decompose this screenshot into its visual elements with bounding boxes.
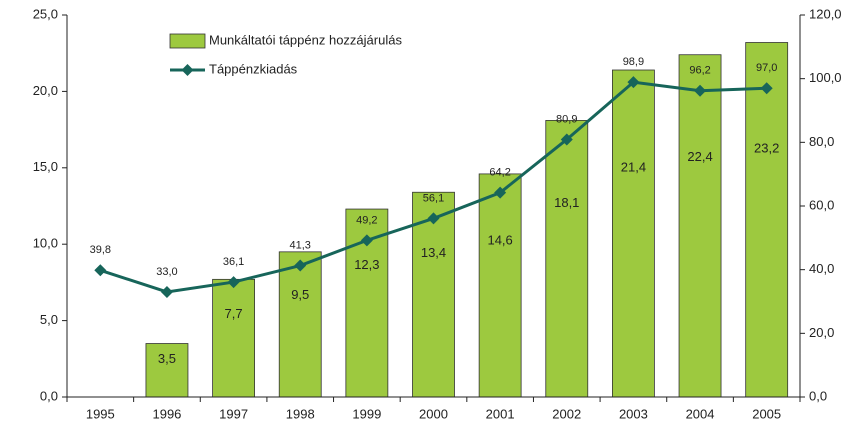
x-tick-label: 1997	[219, 406, 248, 421]
marker	[294, 259, 307, 272]
bar-label: 12,3	[354, 257, 379, 272]
bar	[212, 278, 255, 398]
y-tick-label: 0,0	[40, 388, 58, 403]
marker	[360, 234, 373, 247]
line-label: 97,0	[756, 62, 777, 74]
bar	[145, 343, 189, 398]
y-tick-label: 10,0	[33, 236, 58, 251]
bar-label: 7,7	[225, 306, 243, 321]
bar-label: 22,4	[687, 149, 712, 164]
x-tick-label: 1995	[86, 406, 115, 421]
line-label: 80,9	[556, 113, 577, 125]
marker	[494, 186, 507, 199]
x-tick-label: 1999	[352, 406, 381, 421]
marker	[760, 82, 773, 95]
y2-tick-label: 80,0	[809, 134, 834, 149]
line-label: 98,9	[623, 56, 644, 68]
x-tick-label: 2004	[686, 406, 715, 421]
y-tick-label: 25,0	[33, 6, 58, 21]
y2-tick-label: 40,0	[809, 261, 834, 276]
line-label: 36,1	[223, 256, 244, 268]
line-label: 64,2	[489, 167, 510, 179]
marker	[160, 285, 173, 298]
bar-label: 23,2	[754, 140, 779, 155]
marker	[427, 212, 440, 225]
bar-label: 14,6	[487, 232, 512, 247]
marker	[560, 133, 573, 146]
x-tick-label: 2000	[419, 406, 448, 421]
marker	[227, 276, 240, 289]
bar	[745, 42, 789, 398]
marker	[627, 76, 640, 89]
y2-tick-label: 0,0	[809, 388, 827, 403]
bar	[478, 173, 522, 398]
legend-marker	[181, 64, 194, 76]
x-tick-label: 1998	[286, 406, 315, 421]
line-label: 39,8	[90, 244, 111, 256]
y-tick-label: 15,0	[33, 159, 58, 174]
x-tick-label: 2005	[752, 406, 781, 421]
bar	[612, 69, 655, 398]
line-label: 41,3	[290, 239, 311, 251]
legend-swatch	[169, 33, 206, 49]
bar-label: 21,4	[621, 160, 646, 175]
x-tick-label: 2002	[552, 406, 581, 421]
bar	[278, 251, 322, 398]
bar-label: 3,5	[158, 351, 176, 366]
bar	[545, 120, 589, 398]
legend-label: Munkáltatói táppénz hozzájárulás	[209, 32, 402, 47]
x-tick-label: 1996	[152, 406, 181, 421]
y2-tick-label: 120,0	[809, 6, 842, 21]
y-tick-label: 5,0	[40, 312, 58, 327]
marker	[94, 264, 107, 277]
legend-label: Táppénzkiadás	[209, 61, 298, 76]
bar-label: 9,5	[291, 287, 309, 302]
y2-tick-label: 20,0	[809, 325, 834, 340]
bar	[678, 54, 722, 398]
bar-label: 13,4	[421, 245, 446, 260]
line-label: 33,0	[156, 266, 177, 278]
line-label: 56,1	[423, 192, 444, 204]
line-label: 96,2	[689, 65, 710, 77]
x-tick-label: 2003	[619, 406, 648, 421]
x-tick-label: 2001	[486, 406, 515, 421]
line-label: 49,2	[356, 214, 377, 226]
bar-label: 18,1	[554, 195, 579, 210]
y-tick-label: 20,0	[33, 83, 58, 98]
y2-tick-label: 60,0	[809, 197, 834, 212]
y2-tick-label: 100,0	[809, 70, 842, 85]
marker	[694, 84, 707, 97]
